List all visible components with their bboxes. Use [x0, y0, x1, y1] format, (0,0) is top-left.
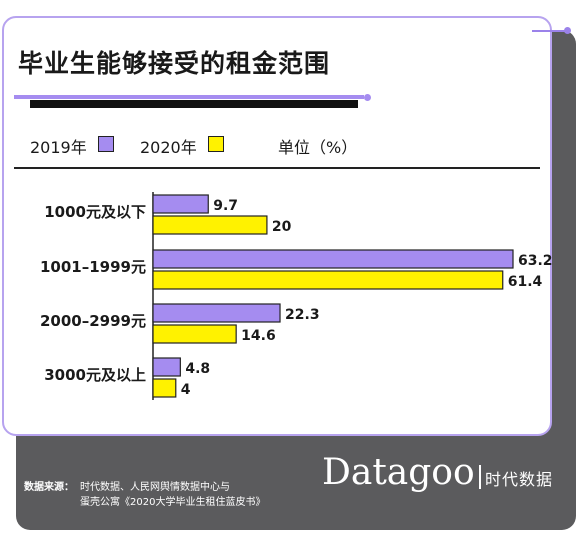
brand-name-cn: 时代数据	[485, 470, 554, 489]
bar-2020年	[152, 270, 504, 290]
source-line-1: 时代数据、人民网舆情数据中心与	[80, 482, 230, 493]
category-label: 3000元及以上	[44, 366, 146, 384]
data-label: 22.3	[285, 307, 320, 323]
title-underline-accent	[14, 95, 364, 99]
data-label: 20	[272, 219, 292, 235]
bar-2019年	[152, 357, 181, 377]
chart-card	[2, 16, 552, 436]
brand-logo: Datagoo	[322, 452, 475, 493]
category-label: 1000元及以下	[44, 203, 146, 221]
legend-label-2020: 2020年	[140, 138, 197, 157]
legend-swatch-2020	[208, 136, 224, 152]
bar-2020年	[152, 324, 237, 344]
decorative-line	[532, 30, 566, 32]
data-label: 4	[181, 382, 191, 398]
category-label: 1001–1999元	[40, 258, 146, 276]
decorative-dot	[564, 27, 571, 34]
source-line-2: 蛋壳公寓《2020大学毕业生租住蓝皮书》	[80, 497, 266, 508]
data-label: 4.8	[185, 361, 210, 377]
bar-2019年	[152, 249, 514, 269]
bar-2019年	[152, 194, 209, 214]
title-underline-bar	[30, 100, 358, 108]
data-label: 61.4	[508, 274, 543, 290]
data-label: 9.7	[213, 198, 238, 214]
data-label: 14.6	[241, 328, 276, 344]
legend-label-2019: 2019年	[30, 138, 87, 157]
data-label: 63.2	[518, 253, 553, 269]
bar-2020年	[152, 378, 177, 398]
bar-2020年	[152, 215, 268, 235]
source-label: 数据来源：	[24, 482, 74, 493]
unit-label: 单位（%）	[278, 138, 358, 157]
legend-swatch-2019	[98, 136, 114, 152]
chart-title: 毕业生能够接受的租金范围	[18, 49, 331, 78]
brand-separator	[479, 465, 481, 489]
title-underline-dot	[364, 94, 371, 101]
legend-divider	[14, 167, 540, 169]
category-label: 2000–2999元	[40, 312, 146, 330]
bar-2019年	[152, 303, 281, 323]
